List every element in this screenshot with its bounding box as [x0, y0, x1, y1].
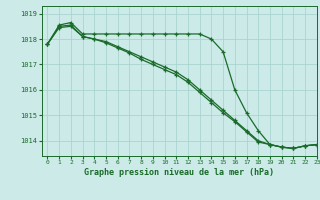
- X-axis label: Graphe pression niveau de la mer (hPa): Graphe pression niveau de la mer (hPa): [84, 168, 274, 177]
